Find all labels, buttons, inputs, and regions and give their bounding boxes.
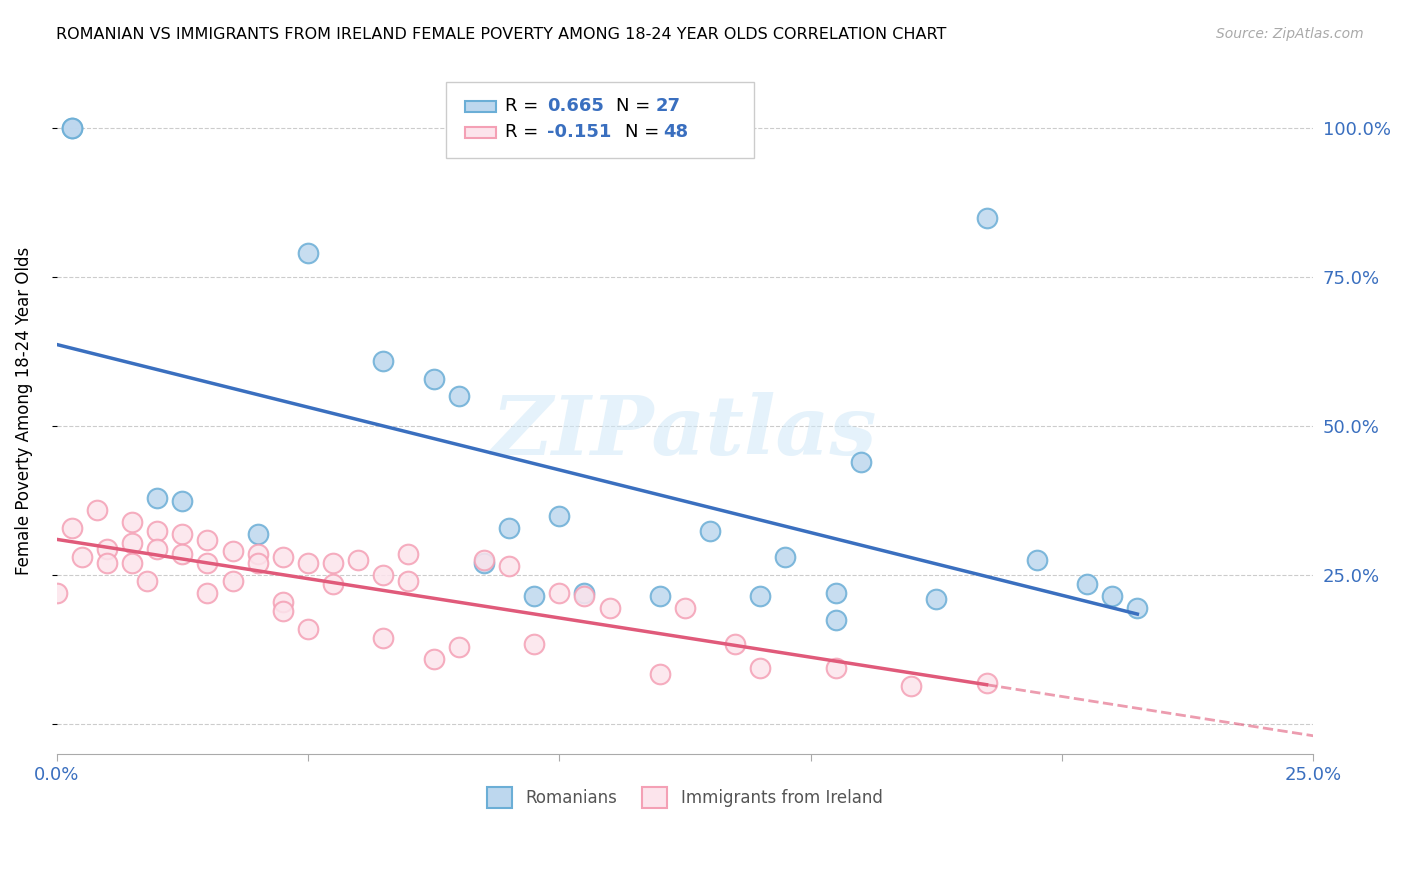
Point	[197, 533, 219, 547]
Point	[271, 550, 294, 565]
Point	[246, 548, 269, 562]
Point	[297, 622, 319, 636]
Text: -0.151: -0.151	[547, 123, 612, 141]
Point	[699, 524, 721, 538]
Point	[422, 371, 444, 385]
Point	[1101, 589, 1123, 603]
Point	[775, 550, 797, 565]
Point	[472, 553, 495, 567]
Text: 0.665: 0.665	[547, 97, 603, 115]
Text: Source: ZipAtlas.com: Source: ZipAtlas.com	[1216, 27, 1364, 41]
Text: R =: R =	[505, 123, 544, 141]
Point	[197, 586, 219, 600]
Point	[86, 502, 108, 516]
Point	[900, 679, 922, 693]
Point	[60, 121, 83, 136]
Point	[574, 586, 596, 600]
Point	[197, 557, 219, 571]
Text: 48: 48	[664, 123, 689, 141]
Point	[824, 613, 846, 627]
Bar	[465, 101, 496, 112]
Bar	[465, 127, 496, 137]
Text: N =: N =	[616, 97, 655, 115]
Point	[271, 595, 294, 609]
Point	[574, 589, 596, 603]
Text: 27: 27	[657, 97, 681, 115]
Point	[398, 548, 420, 562]
Point	[70, 550, 93, 565]
Point	[297, 557, 319, 571]
Text: R =: R =	[505, 97, 544, 115]
Point	[146, 524, 169, 538]
Text: ROMANIAN VS IMMIGRANTS FROM IRELAND FEMALE POVERTY AMONG 18-24 YEAR OLDS CORRELA: ROMANIAN VS IMMIGRANTS FROM IRELAND FEMA…	[56, 27, 946, 42]
Point	[498, 521, 520, 535]
Point	[121, 515, 143, 529]
Point	[136, 574, 159, 589]
Point	[472, 557, 495, 571]
Point	[347, 553, 370, 567]
Point	[749, 661, 772, 675]
Y-axis label: Female Poverty Among 18-24 Year Olds: Female Poverty Among 18-24 Year Olds	[15, 247, 32, 575]
Point	[172, 493, 194, 508]
Point	[121, 535, 143, 549]
Point	[925, 592, 948, 607]
Point	[297, 246, 319, 260]
Point	[523, 589, 546, 603]
FancyBboxPatch shape	[446, 82, 754, 158]
Point	[824, 586, 846, 600]
Point	[1126, 601, 1149, 615]
Point	[121, 557, 143, 571]
Point	[599, 601, 621, 615]
Legend: Romanians, Immigrants from Ireland: Romanians, Immigrants from Ireland	[481, 780, 890, 814]
Point	[824, 661, 846, 675]
Point	[45, 586, 67, 600]
Point	[221, 574, 243, 589]
Text: ZIPatlas: ZIPatlas	[492, 392, 877, 472]
Point	[648, 589, 671, 603]
Point	[673, 601, 696, 615]
Point	[96, 557, 118, 571]
Point	[1025, 553, 1047, 567]
Point	[322, 577, 344, 591]
Point	[146, 541, 169, 556]
Point	[246, 526, 269, 541]
Point	[724, 637, 747, 651]
Point	[373, 631, 395, 645]
Point	[548, 586, 571, 600]
Point	[498, 559, 520, 574]
Point	[60, 521, 83, 535]
Point	[976, 211, 998, 225]
Point	[447, 389, 470, 403]
Point	[447, 640, 470, 654]
Point	[172, 548, 194, 562]
Point	[398, 574, 420, 589]
Point	[322, 557, 344, 571]
Point	[849, 455, 872, 469]
Point	[749, 589, 772, 603]
Point	[146, 491, 169, 505]
Point	[976, 675, 998, 690]
Point	[1076, 577, 1098, 591]
Point	[221, 544, 243, 558]
Text: N =: N =	[624, 123, 665, 141]
Point	[246, 557, 269, 571]
Point	[548, 508, 571, 523]
Point	[373, 568, 395, 582]
Point	[96, 541, 118, 556]
Point	[422, 652, 444, 666]
Point	[60, 121, 83, 136]
Point	[373, 353, 395, 368]
Point	[523, 637, 546, 651]
Point	[271, 604, 294, 618]
Point	[648, 666, 671, 681]
Point	[172, 526, 194, 541]
